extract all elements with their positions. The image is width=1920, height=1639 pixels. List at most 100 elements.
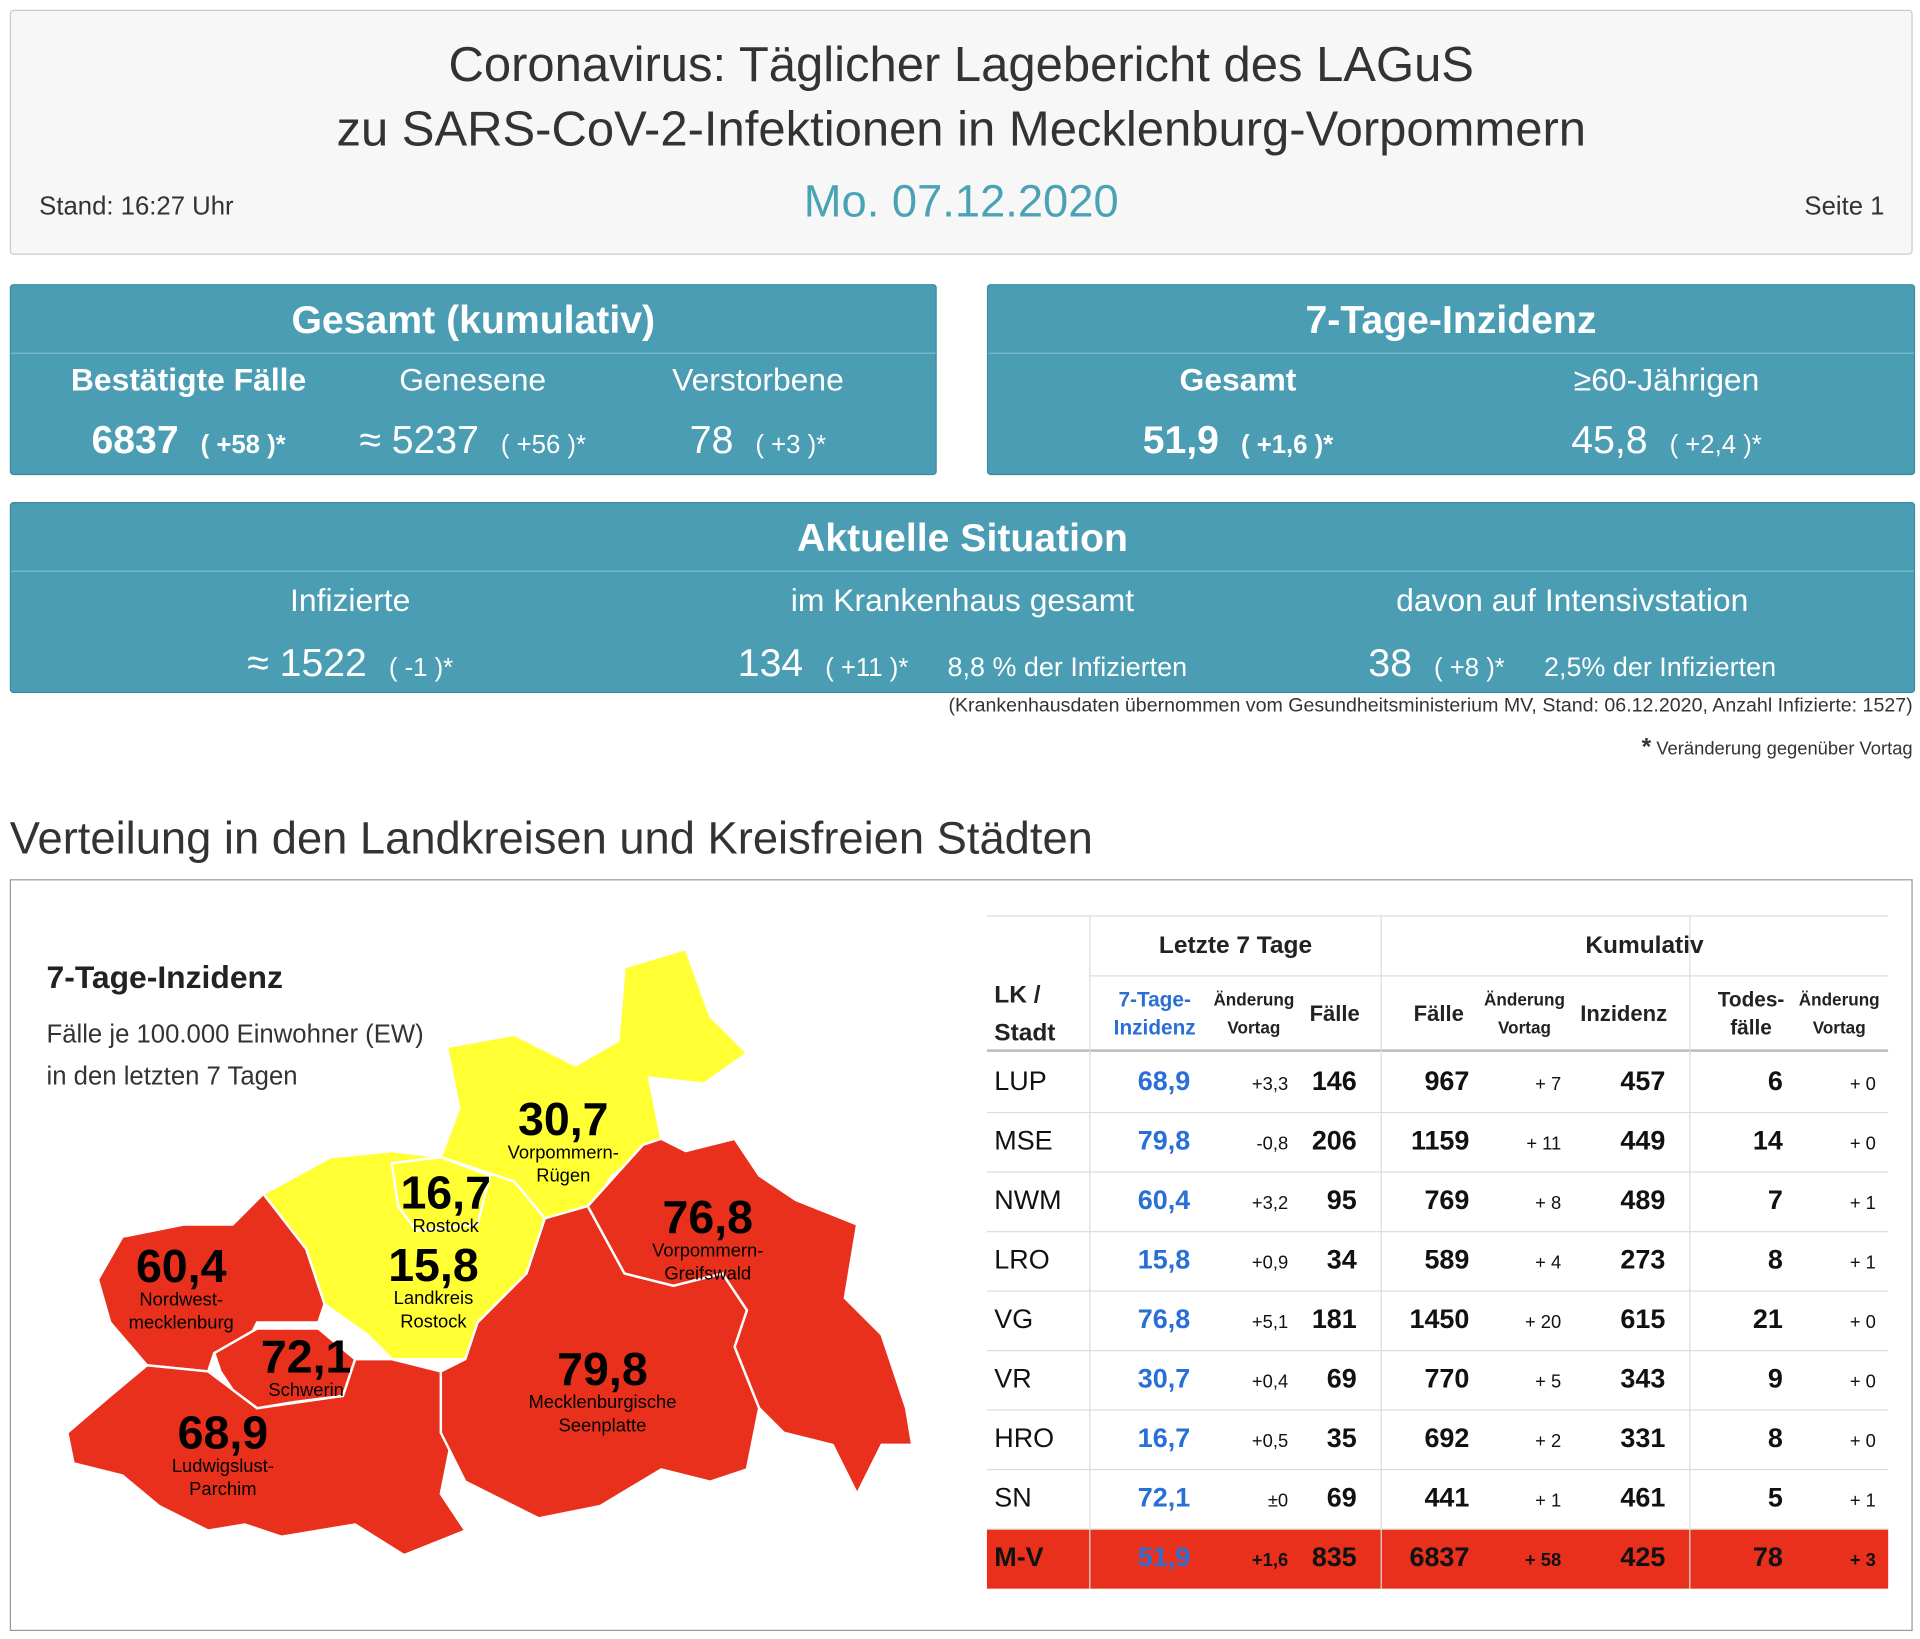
cell: 9 [1768, 1363, 1783, 1393]
panel-value-row: 38 ( +8 )* 2,5% der Infizierten [1368, 640, 1776, 685]
cell: 967 [1424, 1066, 1469, 1096]
region-name: Vorpommern- [508, 1141, 619, 1162]
group-header: Letzte 7 Tage [1159, 932, 1312, 959]
group-header: Kumulativ [1585, 932, 1704, 959]
cell: 7 [1768, 1185, 1783, 1215]
cell: 835 [1312, 1542, 1357, 1572]
cell: + 1 [1850, 1252, 1876, 1273]
region-value: 76,8 [662, 1191, 753, 1243]
panel: 7-Tage-Inzidenz Gesamt 51,9 ( +1,6 )* ≥60-Jä… [986, 284, 1916, 476]
region-name: Schwerin [268, 1379, 344, 1400]
panel-label: Bestätigte Fälle [70, 361, 307, 398]
row-name: VG [994, 1304, 1033, 1334]
cell: + 3 [1850, 1549, 1876, 1570]
cell: 6 [1768, 1066, 1783, 1096]
panel-value: 6837 [91, 417, 179, 462]
panel-separator [988, 352, 1914, 354]
region-hro [390, 1155, 492, 1232]
cell: + 4 [1535, 1252, 1561, 1273]
column-header: Änderung [1484, 990, 1565, 1010]
panel-value: 134 [737, 640, 804, 685]
change-note-text: Veränderung gegenüber Vortag [1656, 738, 1913, 760]
content-box [9, 879, 1913, 1632]
cell: + 0 [1850, 1133, 1876, 1154]
cell: 457 [1620, 1066, 1665, 1096]
column-header: Vortag [1813, 1018, 1866, 1038]
change-note: * Veränderung gegenüber Vortag [1642, 733, 1913, 761]
panel-change: ( +3 )* [755, 431, 827, 460]
column-header: fälle [1730, 1017, 1772, 1040]
map-title: 7-Tage-Inzidenz [47, 959, 283, 995]
cell: +0,9 [1252, 1252, 1288, 1273]
panel: Gesamt (kumulativ) Bestätigte Fälle 6837 ( … [9, 284, 937, 476]
cell: + 1 [1850, 1490, 1876, 1511]
column-header: Änderung [1213, 990, 1294, 1010]
column-header: Fälle [1310, 1001, 1360, 1026]
cell: +0,5 [1252, 1430, 1288, 1451]
region-vg [586, 1137, 914, 1497]
cell: 8 [1768, 1423, 1783, 1453]
panel-value: 45,8 [1571, 417, 1648, 462]
header: Coronavirus: Täglicher Lagebericht des L… [9, 9, 1913, 255]
panel-value-row: 51,9 ( +1,6 )* [1143, 418, 1334, 463]
column-header: Änderung [1799, 990, 1880, 1010]
cell: 21 [1753, 1304, 1783, 1334]
cell: + 0 [1850, 1371, 1876, 1392]
cell: + 1 [1535, 1490, 1561, 1511]
region-name: Ludwigslust- [172, 1455, 274, 1476]
cell: 72,1 [1138, 1482, 1190, 1512]
section-title: Verteilung in den Landkreisen und Kreisf… [9, 813, 1093, 864]
page-number: Seite 1 [1804, 192, 1885, 221]
map-subtitle: Fälle je 100.000 Einwohner (EW) [47, 1021, 424, 1049]
cell: 770 [1424, 1363, 1469, 1393]
panel-value-row: ≈ 1522 ( -1 )* [247, 640, 453, 685]
cell: 769 [1424, 1185, 1469, 1215]
panel-value-row: ≈ 5237 ( +56 )* [359, 418, 586, 463]
cell: 206 [1312, 1125, 1357, 1155]
column-header: Vortag [1498, 1018, 1551, 1038]
cell: 1159 [1411, 1125, 1469, 1155]
column-header: LK / [994, 982, 1040, 1009]
row-name: LRO [994, 1244, 1049, 1274]
region-name: Rügen [536, 1165, 590, 1186]
row-name: VR [994, 1363, 1031, 1393]
star: * [1641, 733, 1652, 761]
cell: ±0 [1268, 1490, 1288, 1511]
panel-separator [11, 570, 1914, 572]
panel-label: davon auf Intensivstation [1396, 581, 1749, 619]
panel-separator [11, 352, 936, 354]
panel-value-row: 134 ( +11 )* 8,8 % der Infizierten [738, 640, 1187, 685]
panel-value: ≈ 5237 [359, 417, 479, 462]
cell: 331 [1620, 1423, 1665, 1453]
cell: 35 [1327, 1423, 1357, 1453]
row-name: LUP [994, 1066, 1046, 1096]
panel-title: Aktuelle Situation [796, 515, 1128, 560]
column-header: Inzidenz [1580, 1001, 1667, 1026]
map-shapes [66, 947, 914, 1557]
cell: +5,1 [1252, 1311, 1288, 1332]
panel-value-row: 6837 ( +58 )* [91, 418, 285, 463]
cell: 146 [1312, 1066, 1357, 1096]
panel-change: ( +58 )* [200, 431, 286, 460]
region-name: Nordwest- [139, 1288, 223, 1309]
cell: 34 [1327, 1244, 1357, 1274]
region-name: Seenplatte [559, 1414, 647, 1435]
title-line: Coronavirus: Täglicher Lagebericht des L… [448, 37, 1474, 92]
region-name: Mecklenburgische [528, 1391, 676, 1412]
cell: 181 [1312, 1304, 1357, 1334]
panel-title: Gesamt (kumulativ) [291, 297, 656, 342]
cell: 5 [1768, 1482, 1783, 1512]
panel-change: ( +8 )* [1434, 653, 1505, 683]
panel-change: ( +2,4 )* [1669, 431, 1762, 460]
cell: 425 [1620, 1542, 1665, 1572]
row-name: SN [994, 1482, 1031, 1512]
panel-title: 7-Tage-Inzidenz [1305, 297, 1597, 342]
cell: + 5 [1535, 1371, 1561, 1392]
cell: + 0 [1850, 1430, 1876, 1451]
panel-change: ( +11 )* [825, 653, 909, 683]
panel-value-row: 45,8 ( +2,4 )* [1571, 418, 1762, 463]
panel-label: Infizierte [290, 581, 411, 619]
column-header: 7-Tage- [1118, 989, 1190, 1012]
region-name: Rostock [400, 1310, 467, 1331]
